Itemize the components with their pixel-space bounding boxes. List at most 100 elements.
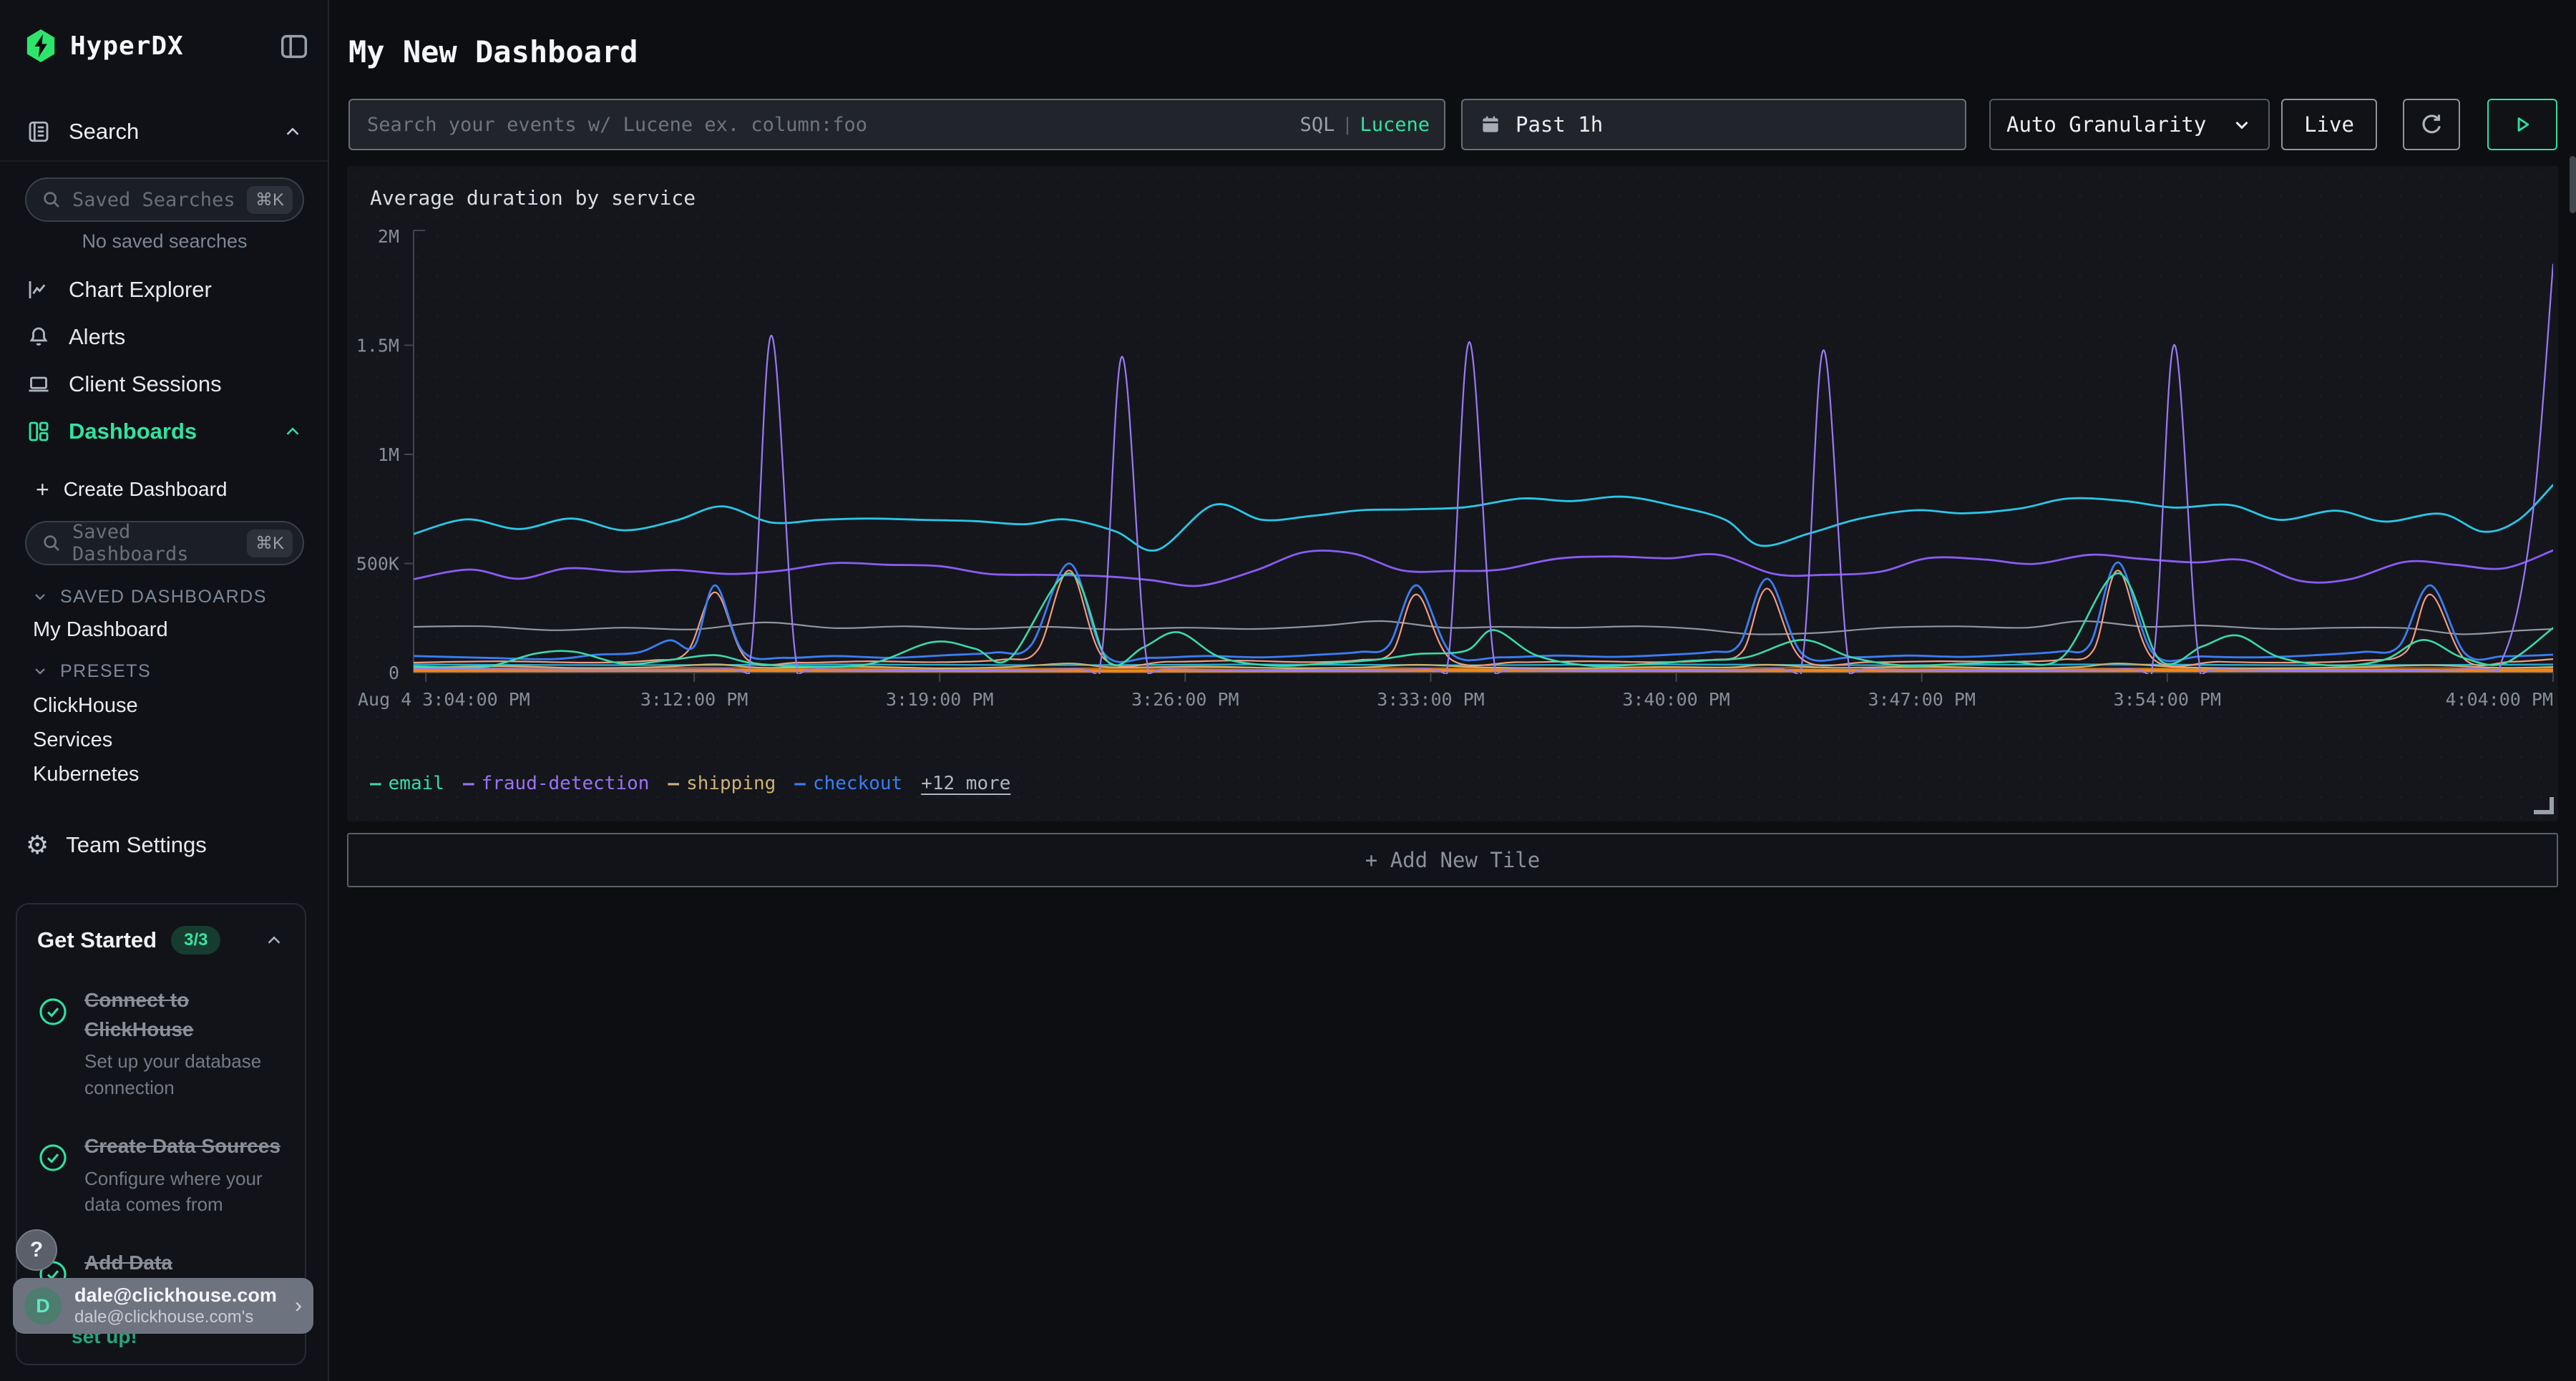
legend-item-fraud-detection[interactable]: — fraud-detection [463,773,649,794]
saved-dashboards-input[interactable]: Saved Dashboards ⌘K [25,521,304,565]
user-menu[interactable]: D dale@clickhouse.com dale@clickhouse.co… [13,1278,313,1334]
series-fraud-detection [414,549,2553,587]
legend-more-link[interactable]: +12 more [921,773,1011,794]
chevron-down-icon [2231,114,2253,135]
chevron-up-icon[interactable] [282,121,303,142]
brand[interactable]: HyperDX [24,27,311,64]
no-saved-searches-text: No saved searches [82,230,248,252]
preset-link-clickhouse[interactable]: ClickHouse [33,693,138,717]
chart-tile: Average duration by service 0 500K 1M 1.5M 2… [347,166,2558,821]
get-started-item-sources[interactable]: Create Data Sources Configure where your… [37,1132,285,1217]
svg-text:1M: 1M [378,444,399,465]
legend-label: shipping [686,773,776,794]
play-icon [2517,117,2529,132]
get-started-progress-badge: 3/3 [171,926,221,955]
series-shipping [414,663,2553,670]
saved-dashboards-group-header[interactable]: SAVED DASHBOARDS [0,581,329,613]
get-started-title: Get Started [37,927,157,952]
legend-swatch: — [370,773,381,794]
preset-link-services[interactable]: Services [33,728,113,751]
legend-item-email[interactable]: — email [370,773,444,794]
legend-swatch: — [794,773,806,794]
sidebar-item-team-settings[interactable]: ⚙ Team Settings [0,823,329,867]
user-org: dale@clickhouse.com's [74,1307,254,1327]
help-button[interactable]: ? [16,1229,57,1271]
sidebar-item-chart-explorer[interactable]: Chart Explorer [0,268,329,312]
legend-label: checkout [812,773,903,794]
presets-group-header[interactable]: PRESETS [0,655,329,687]
plus-icon: + [36,476,49,502]
chevron-right-icon: › [295,1294,302,1317]
chevron-up-icon[interactable] [282,421,303,442]
svg-text:3:40:00 PM: 3:40:00 PM [1622,689,1730,710]
page-title: My New Dashboard [348,34,638,69]
hyperdx-logo-icon [24,28,57,64]
legend-label: email [388,773,444,794]
scrollbar-thumb[interactable] [2570,156,2576,213]
event-search-input[interactable]: Search your events w/ Lucene ex. column:… [348,99,1445,150]
chevron-up-icon[interactable] [263,929,285,951]
refresh-button[interactable] [2403,99,2460,150]
get-started-item-connect[interactable]: Connect to ClickHouse Set up your databa… [37,986,285,1101]
svg-text:Aug 4 3:04:00 PM: Aug 4 3:04:00 PM [358,689,530,710]
sidebar-item-dashboards[interactable]: Dashboards [0,409,329,454]
time-range-picker[interactable]: Past 1h [1461,99,1966,150]
calendar-icon [1480,114,1501,135]
run-query-button[interactable] [2487,99,2557,150]
series-other-cyan [414,484,2553,552]
user-email: dale@clickhouse.com [74,1284,277,1307]
granularity-value: Auto Granularity [2006,112,2207,137]
saved-searches-placeholder: Saved Searches [72,188,235,211]
series-email [414,572,2553,669]
sidebar-divider [0,160,329,162]
step-title: Add Data [84,1251,172,1274]
svg-text:3:12:00 PM: 3:12:00 PM [640,689,748,710]
sql-toggle[interactable]: SQL [1299,113,1335,136]
team-settings-label: Team Settings [66,832,207,857]
create-dashboard-button[interactable]: + Create Dashboard [0,471,329,508]
legend-item--12-more[interactable]: +12 more [921,773,1010,794]
series-other-orange [414,668,2553,673]
dashboard-link-my-dashboard[interactable]: My Dashboard [33,618,168,641]
step-title: Connect to ClickHouse [84,989,194,1040]
saved-searches-input[interactable]: Saved Searches ⌘K [25,177,304,222]
search-section-header[interactable]: Search [0,113,329,150]
legend-item-checkout[interactable]: — checkout [794,773,902,794]
svg-text:1.5M: 1.5M [356,336,399,356]
legend-item-shipping[interactable]: — shipping [668,773,776,794]
sidebar-item-alerts[interactable]: Alerts [0,315,329,359]
lucene-toggle[interactable]: Lucene [1360,113,1430,136]
bell-icon [26,324,52,350]
collapse-sidebar-icon[interactable] [278,30,311,63]
chevron-down-icon [35,594,45,600]
refresh-icon [2422,114,2441,134]
brand-name: HyperDX [70,31,184,61]
legend-label: fraud-detection [481,773,650,794]
avatar: D [24,1287,62,1324]
add-new-tile-button[interactable]: + Add New Tile [347,833,2558,887]
live-button[interactable]: Live [2281,99,2377,150]
svg-text:3:54:00 PM: 3:54:00 PM [2114,689,2222,710]
sidebar-item-client-sessions[interactable]: Client Sessions [0,362,329,406]
event-search-placeholder: Search your events w/ Lucene ex. column:… [367,113,867,136]
saved-dashboards-placeholder: Saved Dashboards [72,521,189,565]
chart-explorer-icon [26,277,52,303]
gear-icon: ⚙ [26,830,49,859]
svg-text:2M: 2M [378,226,399,247]
search-icon [41,532,62,554]
create-dashboard-label: Create Dashboard [63,478,228,500]
tile-resize-handle[interactable] [2534,797,2554,814]
svg-text:0: 0 [389,663,399,683]
preset-link-kubernetes[interactable]: Kubernetes [33,762,140,786]
sidebar: HyperDX Search [0,0,329,1381]
chart-title: Average duration by service [370,186,696,210]
svg-text:3:26:00 PM: 3:26:00 PM [1131,689,1239,710]
duration-chart[interactable]: 0 500K 1M 1.5M 2M Aug 4 3:04:00 PM 3:12:00 PM 3… [347,222,2558,766]
legend-swatch: — [668,773,680,794]
shortcut-badge: ⌘K [246,185,293,214]
svg-text:4:04:00 PM: 4:04:00 PM [2445,689,2553,710]
granularity-select[interactable]: Auto Granularity [1989,99,2270,150]
main-content: My New Dashboard Search your events w/ L… [331,0,2576,1381]
svg-text:500K: 500K [356,554,399,575]
legend-swatch: — [462,773,474,794]
